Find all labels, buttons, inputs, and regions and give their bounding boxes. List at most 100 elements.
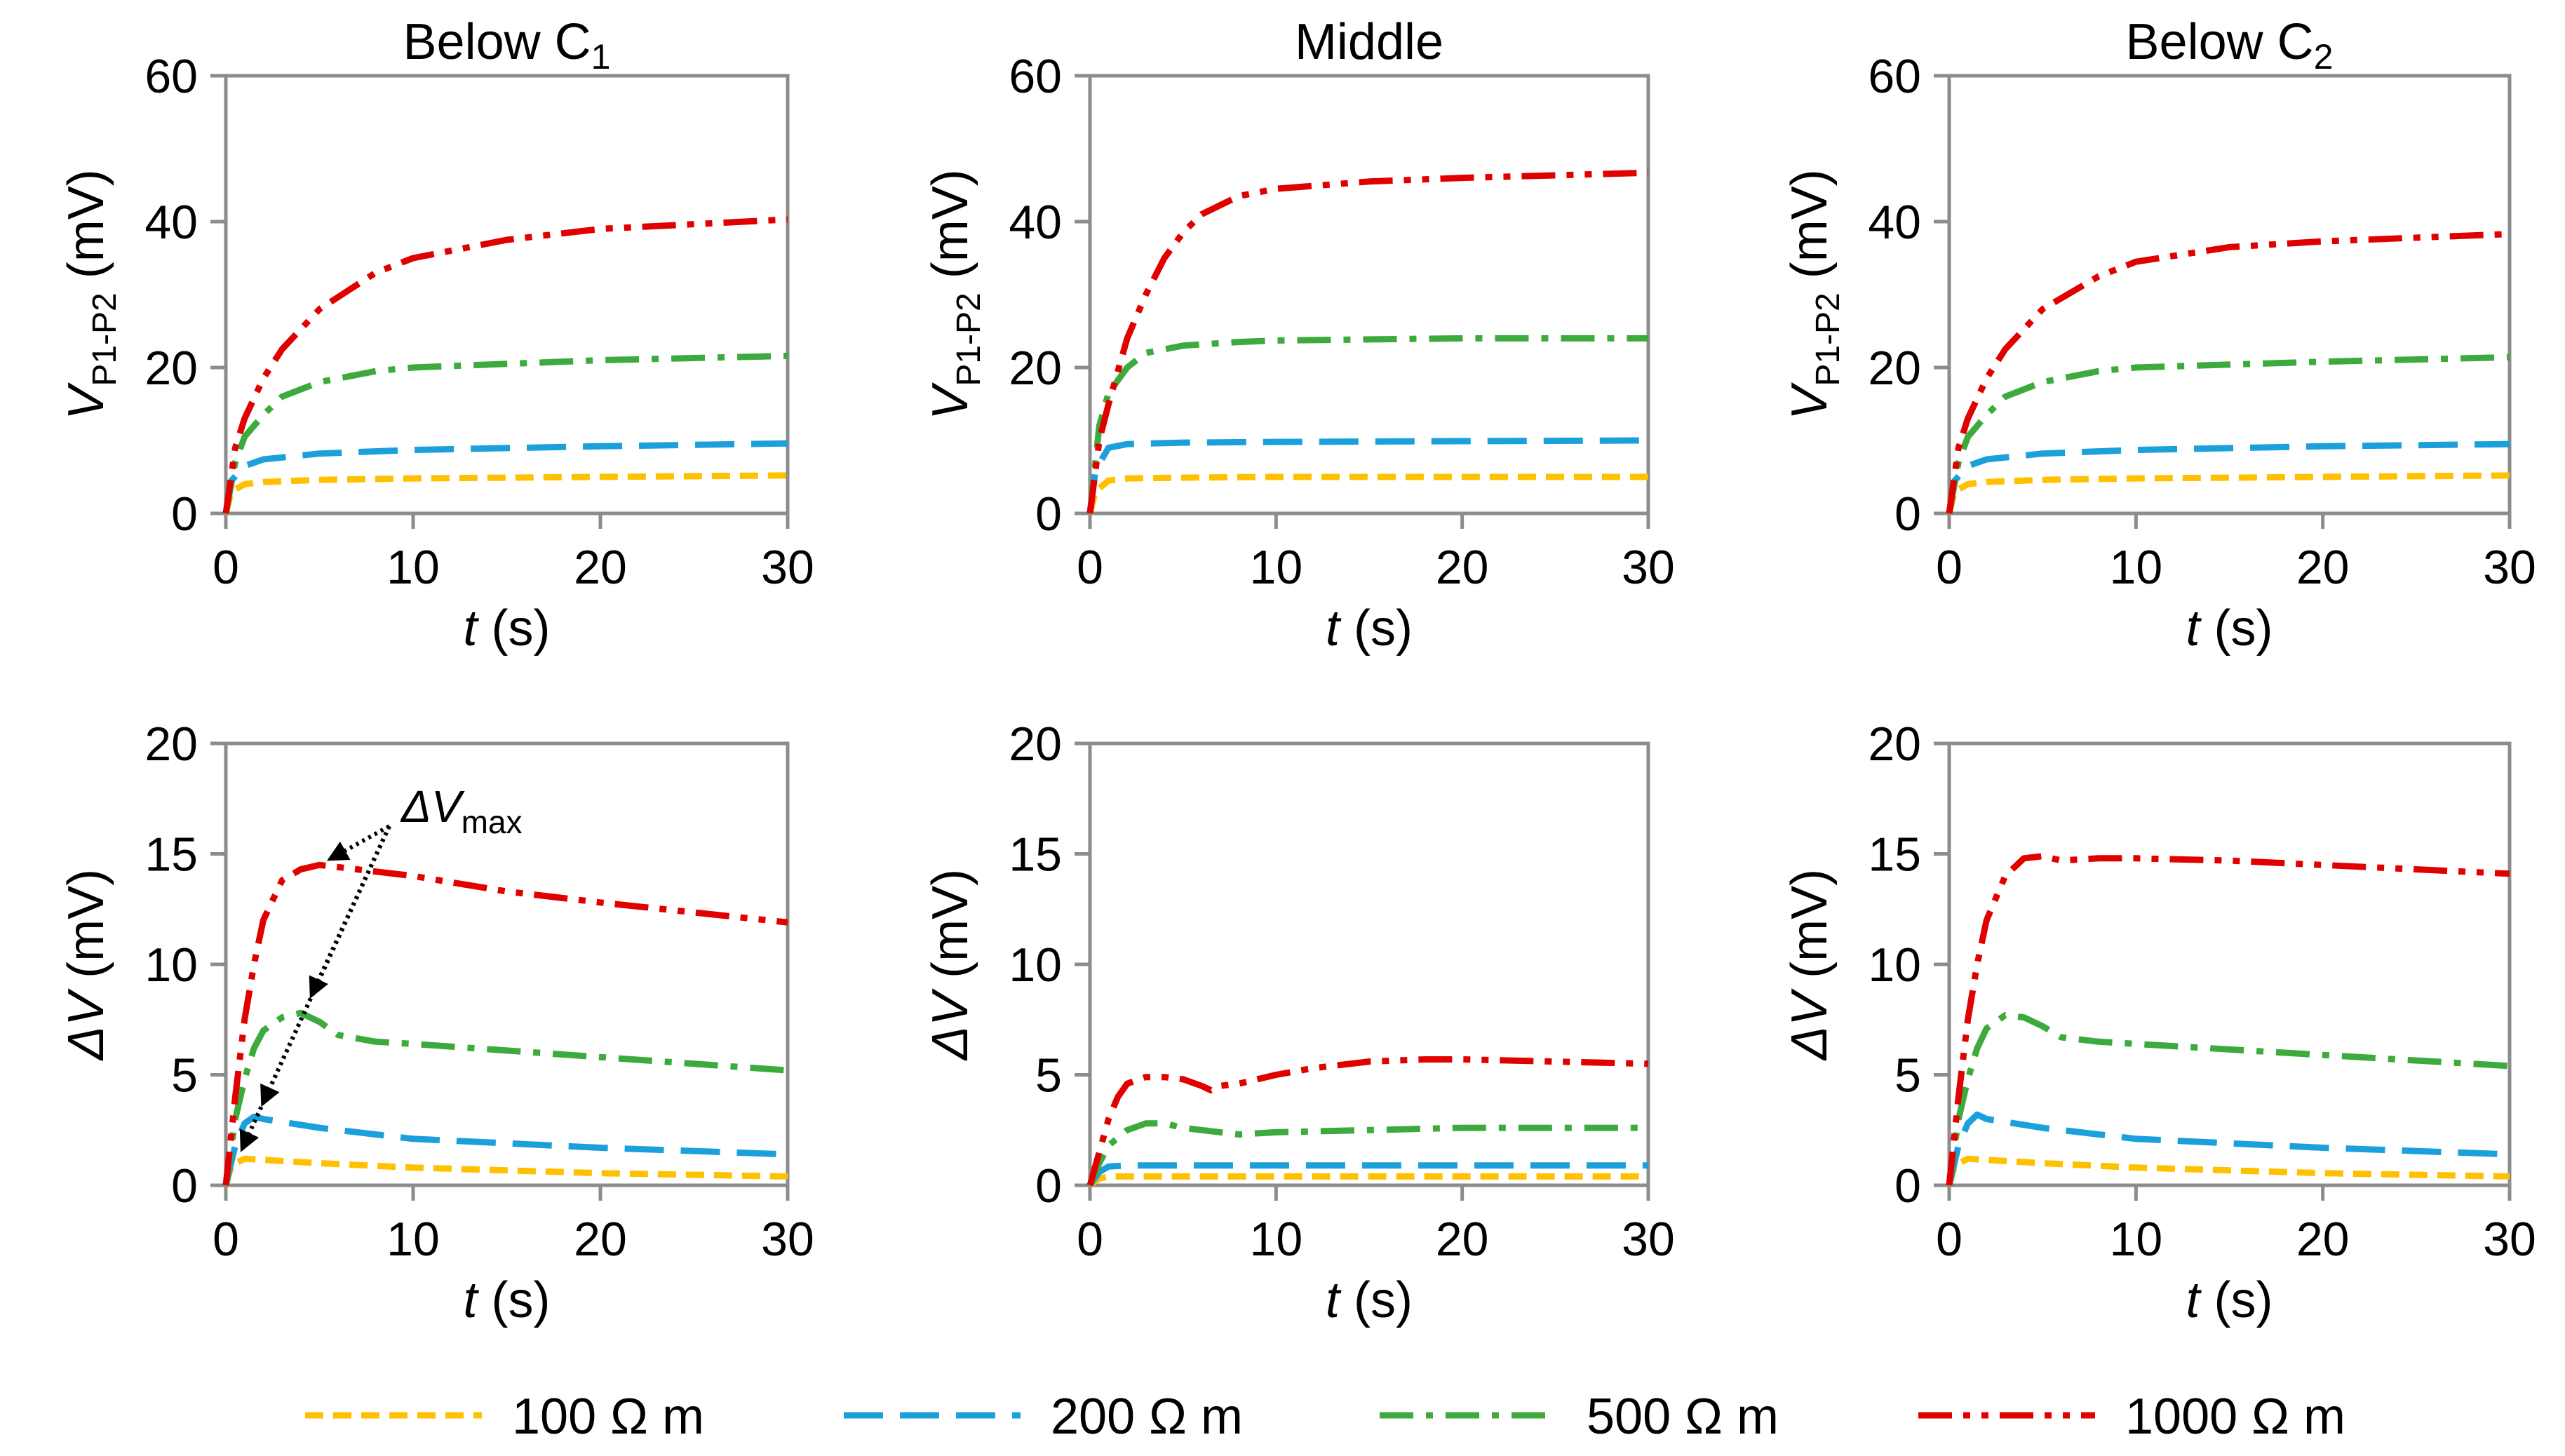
x-tick-label: 30 [2483,541,2536,594]
plot-frame [1088,74,1650,515]
x-tick-label: 30 [761,1213,814,1266]
y-tick-label: 15 [1009,828,1062,882]
y-tick-label: 20 [144,717,198,771]
y-tick-label: 40 [1868,196,1921,249]
panel-title: Below C1 [403,14,611,76]
panels-group: 0 20 40 60 0 10 20 30 t (s) VP1-P2 (mV) Below C1 0 2… [58,14,2536,1328]
series-line-200-ohm [1946,1111,2510,1187]
y-axis-label: ΔV (mV) [1782,869,1838,1061]
delta-v-max-label: ΔVmax [400,781,523,840]
y-axis-label: ΔV (mV) [58,869,114,1061]
x-tick-label: 0 [1936,541,1963,594]
y-tick-label: 60 [1009,50,1062,103]
legend-label: 500 Ω m [1587,1389,1779,1445]
x-tick-label: 0 [1936,1213,1963,1266]
x-tick-label: 0 [213,1213,239,1266]
plot-frame [224,74,790,515]
series-line-1000-ohm [222,861,788,1186]
series-line-500-ohm [1946,353,2510,514]
x-tick-label: 20 [1436,541,1489,594]
panel-top-middle: 0 20 40 60 0 10 20 30 t (s) VP1-P2 (mV) Middle [922,14,1675,656]
series-line-1000-ohm [1946,231,2510,514]
y-tick-label: 20 [1868,717,1921,771]
y-tick-label: 5 [1035,1049,1062,1103]
x-axis-label: t (s) [2186,1272,2273,1328]
y-tick-label: 20 [1868,342,1921,395]
series-line-100-ohm [1946,1155,2510,1187]
legend-label: 1000 Ω m [2125,1389,2345,1445]
series-line-200-ohm [222,1113,788,1187]
series-line-500-ohm [222,352,788,514]
y-tick-label: 5 [1894,1049,1921,1103]
series-line-100-ohm [1086,473,1648,515]
legend: 100 Ω m 200 Ω m 500 Ω m 1000 Ω m [305,1389,2345,1445]
x-tick-label: 30 [761,541,814,594]
panel-top-right: 0 20 40 60 0 10 20 30 t (s) VP1-P2 (mV) Below C2 [1782,14,2536,656]
series-line-100-ohm [222,472,788,515]
y-tick-label: 0 [1035,1159,1062,1213]
y-tick-label: 40 [1009,196,1062,249]
series-line-500-ohm [222,1009,788,1186]
x-tick-label: 30 [1622,1213,1675,1266]
x-tick-label: 20 [2296,1213,2350,1266]
x-tick-label: 30 [2483,1213,2536,1266]
series-line-100-ohm [1088,1173,1648,1188]
plot-frame [1947,74,2512,515]
x-axis-label: t (s) [2186,600,2273,656]
y-tick-label: 60 [144,50,198,103]
x-tick-label: 10 [2110,541,2163,594]
y-tick-label: 20 [144,342,198,395]
series-line-200-ohm [222,440,788,514]
series-line-100-ohm [1946,472,2510,515]
series-line-500-ohm [1086,335,1648,514]
panel-title: Middle [1295,14,1443,70]
y-tick-label: 20 [1009,342,1062,395]
y-tick-label: 15 [1868,828,1921,882]
x-tick-label: 10 [2110,1213,2163,1266]
legend-entry: 200 Ω m [844,1389,1243,1445]
panel-title: Below C2 [2126,14,2334,76]
y-tick-label: 20 [1009,717,1062,771]
x-tick-label: 20 [574,1213,627,1266]
series-line-200-ohm [1086,437,1649,514]
x-tick-label: 10 [1250,541,1303,594]
panel-bottom-right: 0 5 10 15 20 0 10 20 30 t (s) ΔV (mV) [1782,717,2536,1328]
x-tick-label: 0 [213,541,239,594]
y-tick-label: 0 [1035,487,1062,541]
series-line-100-ohm [222,1155,788,1187]
annotation-arrow [239,825,391,1152]
delta-v-max-annotation: ΔVmax [239,781,523,1152]
panel-top-left: 0 20 40 60 0 10 20 30 t (s) VP1-P2 (mV) Below C1 [58,14,814,656]
y-axis-label: VP1-P2 (mV) [922,169,988,419]
y-tick-label: 60 [1868,50,1921,103]
y-tick-label: 0 [1894,487,1921,541]
x-tick-label: 10 [386,1213,440,1266]
y-tick-label: 10 [1868,938,1921,992]
x-tick-label: 20 [2296,541,2350,594]
series-line-1000-ohm [222,216,788,514]
x-tick-label: 10 [1250,1213,1303,1266]
y-axis-label: VP1-P2 (mV) [58,169,123,419]
plot-frame [1947,741,2512,1187]
x-tick-label: 0 [1077,541,1103,594]
annotation-arrow [260,825,391,1107]
series-line-500-ohm [1086,1120,1648,1187]
x-axis-label: t (s) [1326,600,1413,656]
x-axis-label: t (s) [1326,1272,1413,1328]
y-tick-label: 0 [1894,1159,1921,1213]
x-tick-label: 20 [574,541,627,594]
y-tick-label: 10 [144,938,198,992]
annotation-arrow [326,824,391,861]
panel-bottom-left: 0 5 10 15 20 0 10 20 30 t (s) ΔV (mV) [58,717,814,1328]
legend-entry: 1000 Ω m [1918,1389,2345,1445]
y-tick-label: 0 [171,1159,198,1213]
panel-bottom-middle: 0 5 10 15 20 0 10 20 30 t (s) ΔV (mV) [922,717,1675,1328]
y-axis-label: VP1-P2 (mV) [1782,169,1847,419]
legend-label: 100 Ω m [512,1389,704,1445]
x-tick-label: 20 [1436,1213,1489,1266]
x-axis-label: t (s) [464,600,551,656]
x-tick-label: 0 [1077,1213,1103,1266]
y-axis-label: ΔV (mV) [922,869,978,1061]
legend-entry: 500 Ω m [1380,1389,1779,1445]
